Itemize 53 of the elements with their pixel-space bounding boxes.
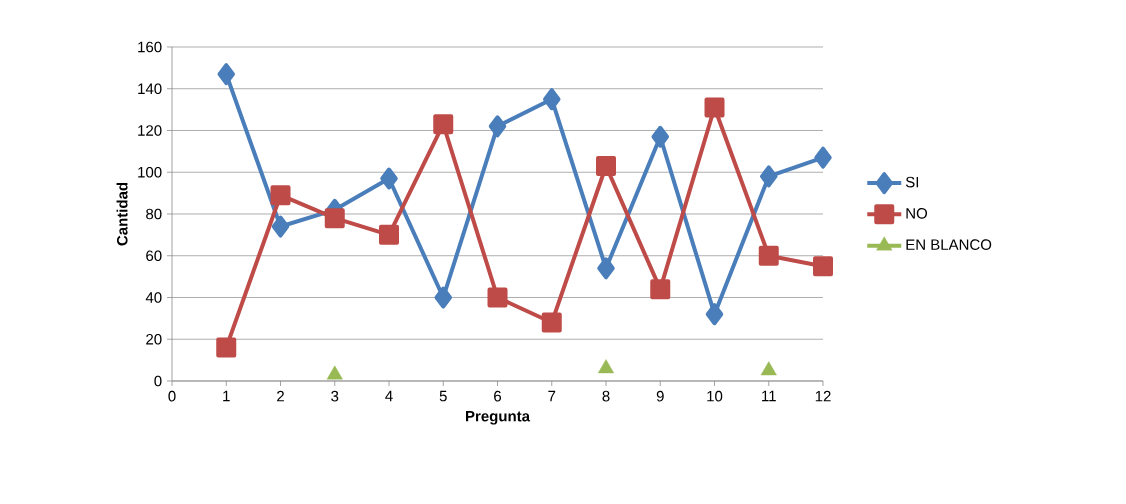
point <box>324 208 345 229</box>
y-tick-label: 20 <box>146 333 162 345</box>
point <box>541 312 562 333</box>
x-tick-label: 11 <box>762 390 776 402</box>
y-tick-label: 0 <box>154 375 162 387</box>
point <box>488 115 507 138</box>
x-tick-label: 1 <box>223 390 230 402</box>
point <box>380 167 398 190</box>
legend-label: SI <box>905 176 919 188</box>
y-axis-title: Cantidad <box>116 182 128 246</box>
x-tick-label: 2 <box>277 390 284 402</box>
x-tick-label: 6 <box>494 390 502 402</box>
point <box>270 185 291 206</box>
point <box>596 155 617 176</box>
legend-label: NO <box>906 208 928 219</box>
x-tick-label: 5 <box>439 390 447 402</box>
point <box>651 125 670 148</box>
point <box>705 303 724 326</box>
x-tick-label: 0 <box>168 390 176 402</box>
point <box>814 146 832 169</box>
point <box>650 279 671 300</box>
point <box>379 224 399 245</box>
point <box>813 256 834 277</box>
point <box>598 359 614 374</box>
x-tick-label: 10 <box>707 390 723 402</box>
point <box>597 257 615 280</box>
y-tick-label: 60 <box>146 250 162 262</box>
point <box>760 165 778 188</box>
x-tick-label: 9 <box>656 390 664 402</box>
x-tick-label: 12 <box>815 390 831 402</box>
y-tick-label: 40 <box>145 292 162 303</box>
x-tick-label: 7 <box>548 390 556 402</box>
point <box>434 286 452 309</box>
legend-label: EN BLANCO <box>906 239 992 250</box>
point <box>216 337 237 358</box>
point <box>760 361 777 376</box>
point <box>271 215 290 238</box>
y-tick-label: 120 <box>138 125 162 136</box>
y-tick-label: 140 <box>138 83 162 95</box>
point <box>758 245 779 266</box>
point <box>217 63 235 86</box>
point <box>433 114 454 135</box>
point <box>704 97 725 118</box>
y-tick-label: 80 <box>146 208 162 220</box>
y-tick-label: 100 <box>138 166 162 178</box>
x-tick-label: 4 <box>385 390 393 402</box>
x-tick-label: 3 <box>331 390 339 402</box>
y-tick-label: 160 <box>138 41 162 53</box>
point <box>487 287 508 308</box>
x-tick-label: 8 <box>602 390 610 402</box>
point <box>543 88 561 111</box>
point <box>326 365 343 380</box>
x-axis-title: Pregunta <box>466 411 531 425</box>
